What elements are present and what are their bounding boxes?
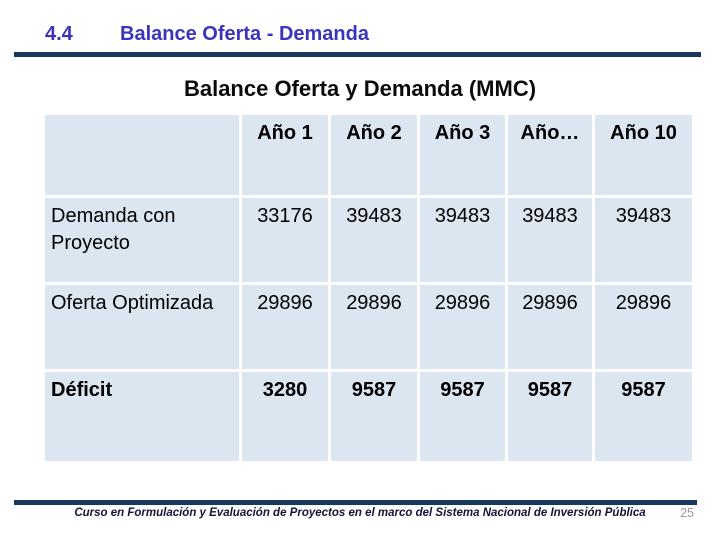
table-row-demanda: Demanda con Proyecto 33176 39483 39483 3… [45,198,692,282]
footer-course-title: Curso en Formulación y Evaluación de Pro… [74,507,646,519]
balance-table: Año 1 Año 2 Año 3 Año… Año 10 Demanda co… [42,112,695,464]
section-number: 4.4 [45,23,73,45]
header-divider-line [14,52,701,57]
row-label-deficit: Déficit [45,372,239,461]
cell-oferta-ano10: 29896 [595,285,692,369]
table-title: Balance Oferta y Demanda (MMC) [183,76,537,101]
cell-demanda-ano-ellipsis: 39483 [508,198,592,282]
footer-divider-line [14,500,697,505]
header-cell-ano10: Año 10 [595,115,692,195]
cell-oferta-ano1: 29896 [242,285,328,369]
section-title: Balance Oferta - Demanda [120,23,369,45]
cell-demanda-ano3: 39483 [420,198,505,282]
table-row-deficit: Déficit 3280 9587 9587 9587 9587 [45,372,692,461]
header-cell-empty [45,115,239,195]
page-number: 25 [680,506,694,520]
cell-demanda-ano10: 39483 [595,198,692,282]
header-cell-ano-ellipsis: Año… [508,115,592,195]
cell-deficit-ano-ellipsis: 9587 [508,372,592,461]
cell-deficit-ano10: 9587 [595,372,692,461]
cell-demanda-ano1: 33176 [242,198,328,282]
cell-oferta-ano-ellipsis: 29896 [508,285,592,369]
cell-deficit-ano3: 9587 [420,372,505,461]
header-cell-ano3: Año 3 [420,115,505,195]
header-cell-ano2: Año 2 [331,115,417,195]
cell-oferta-ano2: 29896 [331,285,417,369]
cell-deficit-ano1: 3280 [242,372,328,461]
table-row-oferta: Oferta Optimizada 29896 29896 29896 2989… [45,285,692,369]
header-cell-ano1: Año 1 [242,115,328,195]
cell-deficit-ano2: 9587 [331,372,417,461]
table-header-row: Año 1 Año 2 Año 3 Año… Año 10 [45,115,692,195]
cell-demanda-ano2: 39483 [331,198,417,282]
cell-oferta-ano3: 29896 [420,285,505,369]
row-label-oferta: Oferta Optimizada [45,285,239,369]
row-label-demanda: Demanda con Proyecto [45,198,239,282]
